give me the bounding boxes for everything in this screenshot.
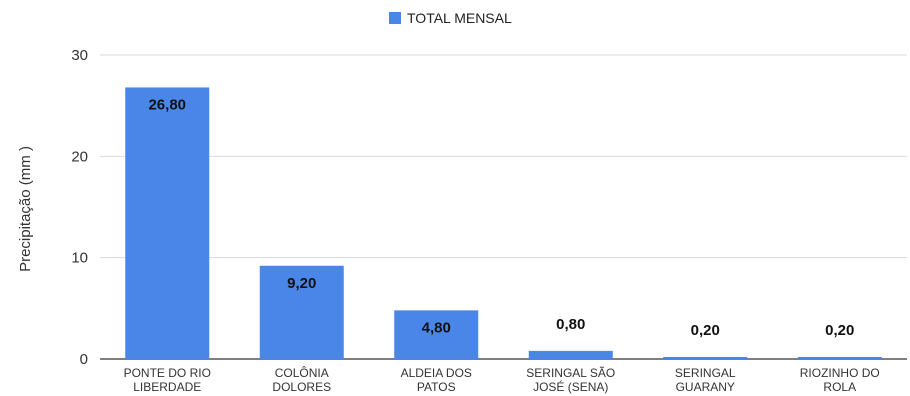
x-tick-label: SERINGAL — [675, 366, 736, 380]
x-tick-label: COLÔNIA — [275, 365, 329, 380]
x-tick-label: PATOS — [417, 380, 456, 394]
data-label: 0,80 — [556, 316, 585, 333]
x-tick-label: LIBERDADE — [133, 380, 201, 394]
legend: TOTAL MENSAL — [389, 9, 512, 27]
x-tick-label: PONTE DO RIO — [124, 366, 211, 380]
bar[interactable] — [259, 265, 344, 359]
y-axis-title: Precipitação (mm ) — [17, 146, 34, 272]
data-label: 9,20 — [287, 275, 316, 292]
bar[interactable] — [125, 87, 210, 359]
y-tick-label: 10 — [71, 250, 88, 267]
y-tick-label: 0 — [80, 351, 88, 368]
x-tick-label: ROLA — [823, 380, 856, 394]
y-tick-label: 30 — [71, 47, 88, 64]
x-tick-label: ALDEIA DOS — [401, 366, 472, 380]
x-tick-label: RIOZINHO DO — [800, 366, 880, 380]
data-label: 4,80 — [422, 319, 451, 336]
bar[interactable] — [797, 356, 882, 359]
bar[interactable] — [394, 310, 479, 359]
data-label: 0,20 — [825, 322, 854, 339]
data-label: 0,20 — [691, 322, 720, 339]
x-tick-label: DOLORES — [272, 380, 331, 394]
data-label: 26,80 — [148, 96, 186, 113]
x-tick-label: JOSÉ (SENA) — [533, 379, 608, 394]
bar[interactable] — [663, 356, 748, 359]
x-tick-label: GUARANY — [676, 380, 735, 394]
legend-swatch — [389, 12, 401, 24]
legend-label: TOTAL MENSAL — [407, 10, 512, 26]
y-tick-label: 20 — [71, 148, 88, 165]
bar[interactable] — [528, 350, 613, 359]
x-tick-label: SERINGAL SÃO — [526, 366, 615, 380]
